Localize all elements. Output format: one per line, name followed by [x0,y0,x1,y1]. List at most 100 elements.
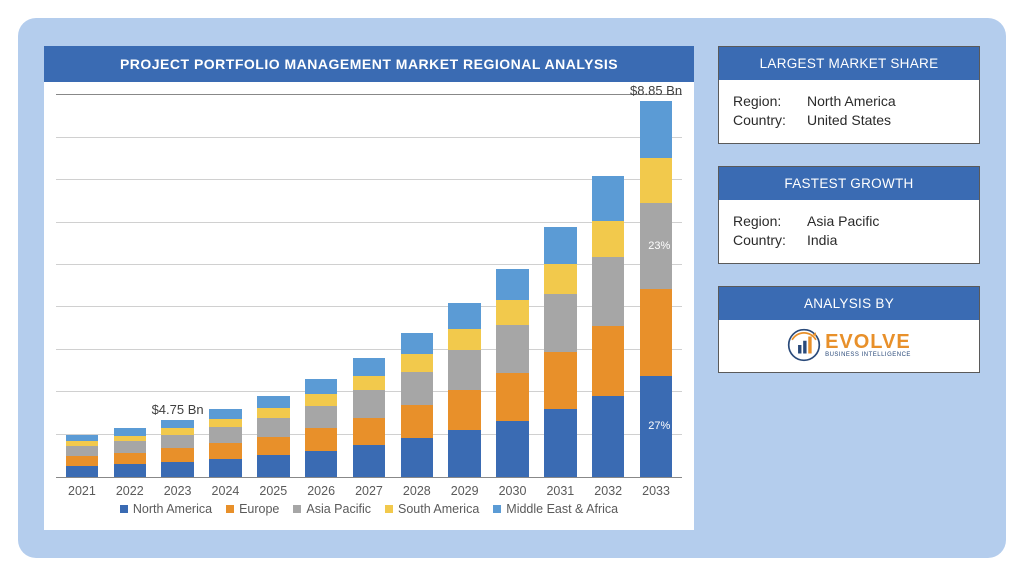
bar-segment [66,466,99,477]
x-tick: 2021 [58,484,106,498]
bar-stack [448,303,481,477]
bar-segment [496,421,529,477]
fastest-growth-card: FASTEST GROWTH Region: Asia Pacific Coun… [718,166,980,264]
bar-segment [209,427,242,443]
largest-country-label: Country: [733,112,799,128]
bar-segment [114,441,147,452]
bar-segment [544,352,577,410]
x-tick: 2027 [345,484,393,498]
bar-col: $4.75 Bn [154,95,202,477]
bar-segment [114,453,147,464]
bar-segment [305,428,338,450]
evolve-logo-text: EVOLVE BUSINESS INTELLIGENCE [825,332,911,358]
chart-title: PROJECT PORTFOLIO MANAGEMENT MARKET REGI… [44,46,694,82]
largest-region-row: Region: North America [733,93,965,109]
bar-segment [448,329,481,350]
bar-segment [448,390,481,430]
bar-segment [401,405,434,438]
bar-annotation: $8.85 Bn [596,83,716,98]
bar-segment [257,455,290,477]
bar-segment [401,438,434,477]
evolve-logo-main: EVOLVE [825,332,911,352]
x-tick: 2024 [202,484,250,498]
bar-segment [640,203,673,289]
bar-segment [401,333,434,355]
bar-segment [448,350,481,390]
bar-segment [592,257,625,326]
bar-segment [161,448,194,461]
legend-swatch [293,505,301,513]
bar-stack [66,435,99,477]
legend-swatch [493,505,501,513]
legend-label: Europe [239,502,279,516]
bar-segment [496,325,529,373]
largest-country-value: United States [807,112,891,128]
bar-segment [353,445,386,477]
largest-region-label: Region: [733,93,799,109]
legend-label: Asia Pacific [306,502,371,516]
largest-share-title: LARGEST MARKET SHARE [719,47,979,80]
bar-segment [161,435,194,448]
fastest-growth-body: Region: Asia Pacific Country: India [719,200,979,263]
x-tick: 2033 [632,484,680,498]
bar-segment [640,158,673,203]
x-tick: 2032 [584,484,632,498]
legend-label: Middle East & Africa [506,502,618,516]
bar-segment [305,451,338,477]
bar-segment [305,379,338,394]
fastest-growth-title: FASTEST GROWTH [719,167,979,200]
fastest-country-value: India [807,232,837,248]
x-tick: 2025 [249,484,297,498]
evolve-logo-icon [787,328,821,362]
bar-segment [448,430,481,477]
bar-segment [161,428,194,435]
plot-area: $4.75 Bn $8.85 Bn27%23% [56,94,682,478]
legend-item: South America [385,502,479,516]
side-panel: LARGEST MARKET SHARE Region: North Ameri… [718,46,980,530]
bar-segment [257,437,290,456]
bar-segment [544,294,577,352]
bar-segment [161,420,194,429]
bar-stack: $4.75 Bn [161,420,194,477]
bar-col [489,95,537,477]
legend-swatch [120,505,128,513]
bar-segment [401,354,434,371]
largest-country-row: Country: United States [733,112,965,128]
bar-segment [544,264,577,294]
bar-segment [544,409,577,477]
bar-col [106,95,154,477]
bar-segment [353,390,386,417]
bar-segment [640,376,673,477]
bar-col [441,95,489,477]
bar-segment [592,396,625,477]
bar-segment [640,101,673,157]
bar-segment [448,303,481,329]
x-tick: 2030 [489,484,537,498]
legend-swatch [385,505,393,513]
bar-stack [592,176,625,477]
bar-segment [66,456,99,466]
bar-segment [257,418,290,437]
fastest-country-row: Country: India [733,232,965,248]
bars-container: $4.75 Bn $8.85 Bn27%23% [56,95,682,477]
analysis-by-card: ANALYSIS BY EVOLVE BUSINESS INTELLIGENCE [718,286,980,373]
bar-segment [209,409,242,419]
bar-segment [209,459,242,477]
bar-segment [496,300,529,325]
largest-share-card: LARGEST MARKET SHARE Region: North Ameri… [718,46,980,144]
bar-stack [209,409,242,477]
x-tick: 2028 [393,484,441,498]
bar-segment [209,419,242,427]
bar-segment [496,269,529,300]
evolve-logo: EVOLVE BUSINESS INTELLIGENCE [787,328,911,362]
bar-segment [353,358,386,376]
bar-segment [114,464,147,477]
legend-item: Asia Pacific [293,502,371,516]
bar-col: $8.85 Bn27%23% [632,95,680,477]
bar-col [584,95,632,477]
bar-segment [353,418,386,445]
legend: North AmericaEuropeAsia PacificSouth Ame… [56,500,682,524]
x-tick: 2026 [297,484,345,498]
bar-stack [401,333,434,477]
x-tick: 2029 [441,484,489,498]
